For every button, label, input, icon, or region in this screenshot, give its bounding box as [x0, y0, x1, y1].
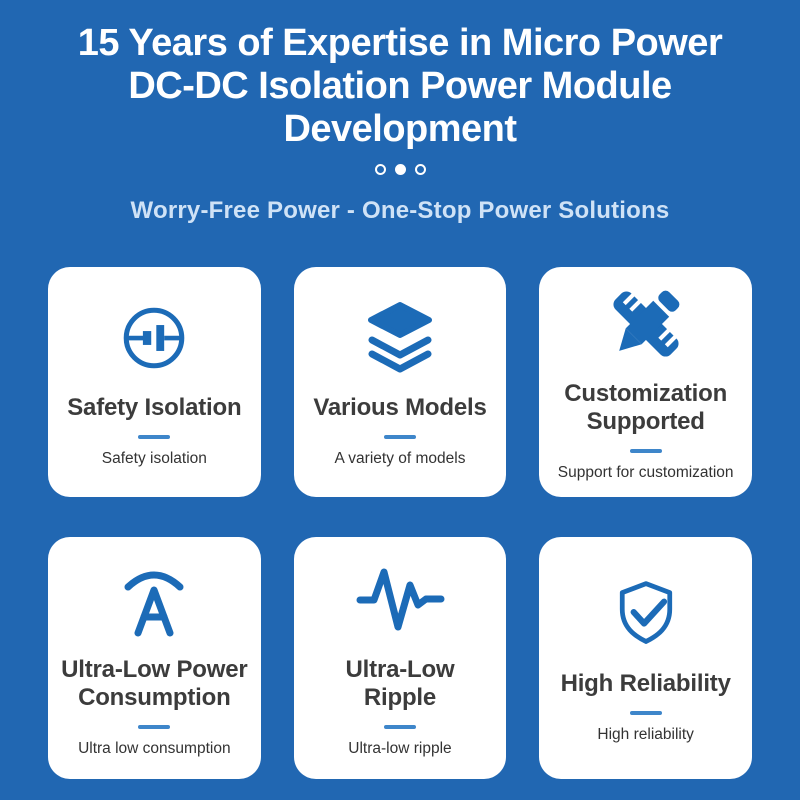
feature-card: Ultra-Low Power Consumption Ultra low co…	[48, 537, 261, 779]
card-divider	[138, 435, 171, 440]
card-divider	[138, 725, 171, 730]
card-icon-wrap	[352, 558, 448, 642]
card-icon-wrap	[117, 296, 191, 380]
feature-card: Various Models A variety of models	[293, 267, 507, 497]
card-subtitle: High reliability	[597, 726, 694, 744]
card-icon-wrap	[605, 282, 687, 366]
card-icon-wrap	[113, 558, 195, 642]
card-divider	[629, 711, 662, 716]
card-icon-wrap	[608, 572, 684, 656]
layers-icon	[367, 301, 432, 373]
card-title: Various Models	[313, 393, 487, 421]
carousel-dot-slide-3[interactable]	[414, 164, 426, 175]
page-title-line-3: Development	[283, 108, 517, 150]
card-subtitle: Ultra-low ripple	[348, 740, 452, 758]
hero-subtitle: Worry-Free Power - One-Stop Power Soluti…	[130, 197, 670, 224]
carousel-dot-slide-1[interactable]	[374, 164, 386, 175]
hero-section: 15 Years of Expertise in Micro Power DC-…	[0, 0, 800, 225]
page-title: 15 Years of Expertise in Micro Power DC-…	[0, 22, 800, 151]
isolation-circuit-icon	[124, 307, 185, 369]
shield-check-icon	[619, 581, 672, 644]
carousel-dots	[0, 164, 800, 175]
card-icon-wrap	[360, 296, 440, 380]
card-divider	[383, 435, 416, 440]
carousel-dot-slide-2[interactable]	[394, 164, 406, 175]
card-title: Ultra-Low Ripple	[345, 655, 455, 711]
card-title: Safety Isolation	[67, 393, 242, 421]
feature-card: High Reliability High reliability	[539, 537, 752, 779]
waveform-icon	[356, 568, 445, 631]
page-title-line-1: 15 Years of Expertise in Micro Power	[77, 22, 723, 64]
ampere-arc-icon	[124, 571, 184, 637]
card-divider	[629, 449, 662, 454]
card-subtitle: Safety isolation	[101, 450, 207, 468]
card-title: High Reliability	[560, 669, 731, 697]
card-title: Customization Supported	[564, 379, 728, 435]
card-subtitle: A variety of models	[334, 450, 466, 468]
feature-card: Ultra-Low Ripple Ultra-low ripple	[293, 537, 507, 779]
page-title-line-2: DC-DC Isolation Power Module	[128, 65, 672, 107]
feature-card-grid: Safety Isolation Safety isolation	[48, 267, 752, 779]
card-title: Ultra-Low Power Consumption	[61, 655, 248, 711]
card-subtitle: Ultra low consumption	[78, 740, 231, 758]
pencil-ruler-icon	[613, 290, 680, 357]
feature-card: Safety Isolation Safety isolation	[48, 267, 261, 497]
card-subtitle: Support for customization	[557, 464, 734, 482]
feature-card: Customization Supported Support for cust…	[539, 267, 752, 497]
card-divider	[383, 725, 416, 730]
